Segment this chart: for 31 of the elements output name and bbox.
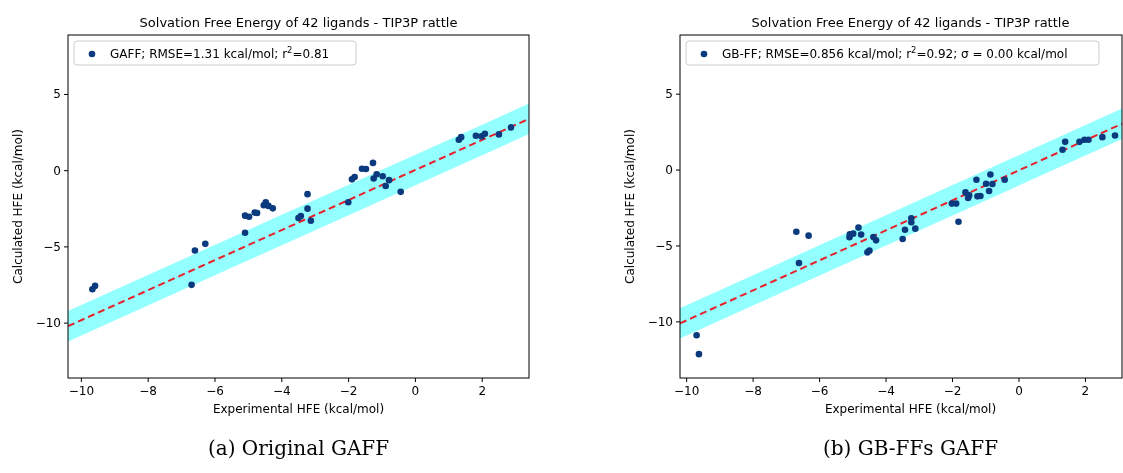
y-tick-label: −10 — [647, 314, 673, 329]
x-tick-label: 0 — [411, 384, 420, 398]
text: (b) GB-FFs GAFF — [822, 436, 999, 460]
x-tick-label: −10 — [68, 384, 95, 398]
y-tick-label: 5 — [53, 87, 61, 102]
y-tick-label: 5 — [665, 87, 673, 102]
x-tick-label: −4 — [272, 384, 291, 398]
y-tick-label: −10 — [35, 316, 61, 331]
x-tick-label: −6 — [206, 384, 224, 398]
y-axis-title: Calculated HFE (kcal/mol) — [623, 129, 637, 284]
x-tick-label: 0 — [1015, 384, 1023, 398]
legend-label: GAFF; RMSE=1.31 kcal/mol; r$^{2}$=0.81 — [110, 45, 330, 61]
y-tick-label: −5 — [43, 239, 61, 254]
x-tick-label: −6 — [810, 384, 829, 398]
text: (a) Original GAFF — [207, 436, 390, 460]
x-tick-label: 2 — [478, 384, 487, 398]
x-tick-label: 2 — [1081, 384, 1090, 398]
x-tick-label: −4 — [877, 384, 895, 398]
x-tick-label: −8 — [744, 384, 762, 398]
chart-title: Solvation Free Energy of 42 ligands - TIP3P rattle — [751, 15, 1070, 30]
legend-label: GB-FF; RMSE=0.856 kcal/mol; r$^{2}$=0.92; σ = 0.00 kcal/mol — [722, 45, 1068, 61]
x-tick-label: −2 — [943, 384, 962, 398]
y-axis-title: Calculated HFE (kcal/mol) — [11, 129, 25, 284]
y-tick-label: −5 — [655, 238, 673, 253]
x-axis-title: Experimental HFE (kcal/mol) — [824, 402, 997, 416]
x-axis-title: Experimental HFE (kcal/mol) — [212, 402, 385, 416]
y-tick-label: 0 — [53, 163, 61, 178]
x-tick-label: −2 — [339, 384, 358, 398]
chart-title: Solvation Free Energy of 42 ligands - TIP3P rattle — [139, 15, 458, 30]
y-tick-label: 0 — [665, 163, 673, 178]
x-tick-label: −8 — [139, 384, 158, 398]
